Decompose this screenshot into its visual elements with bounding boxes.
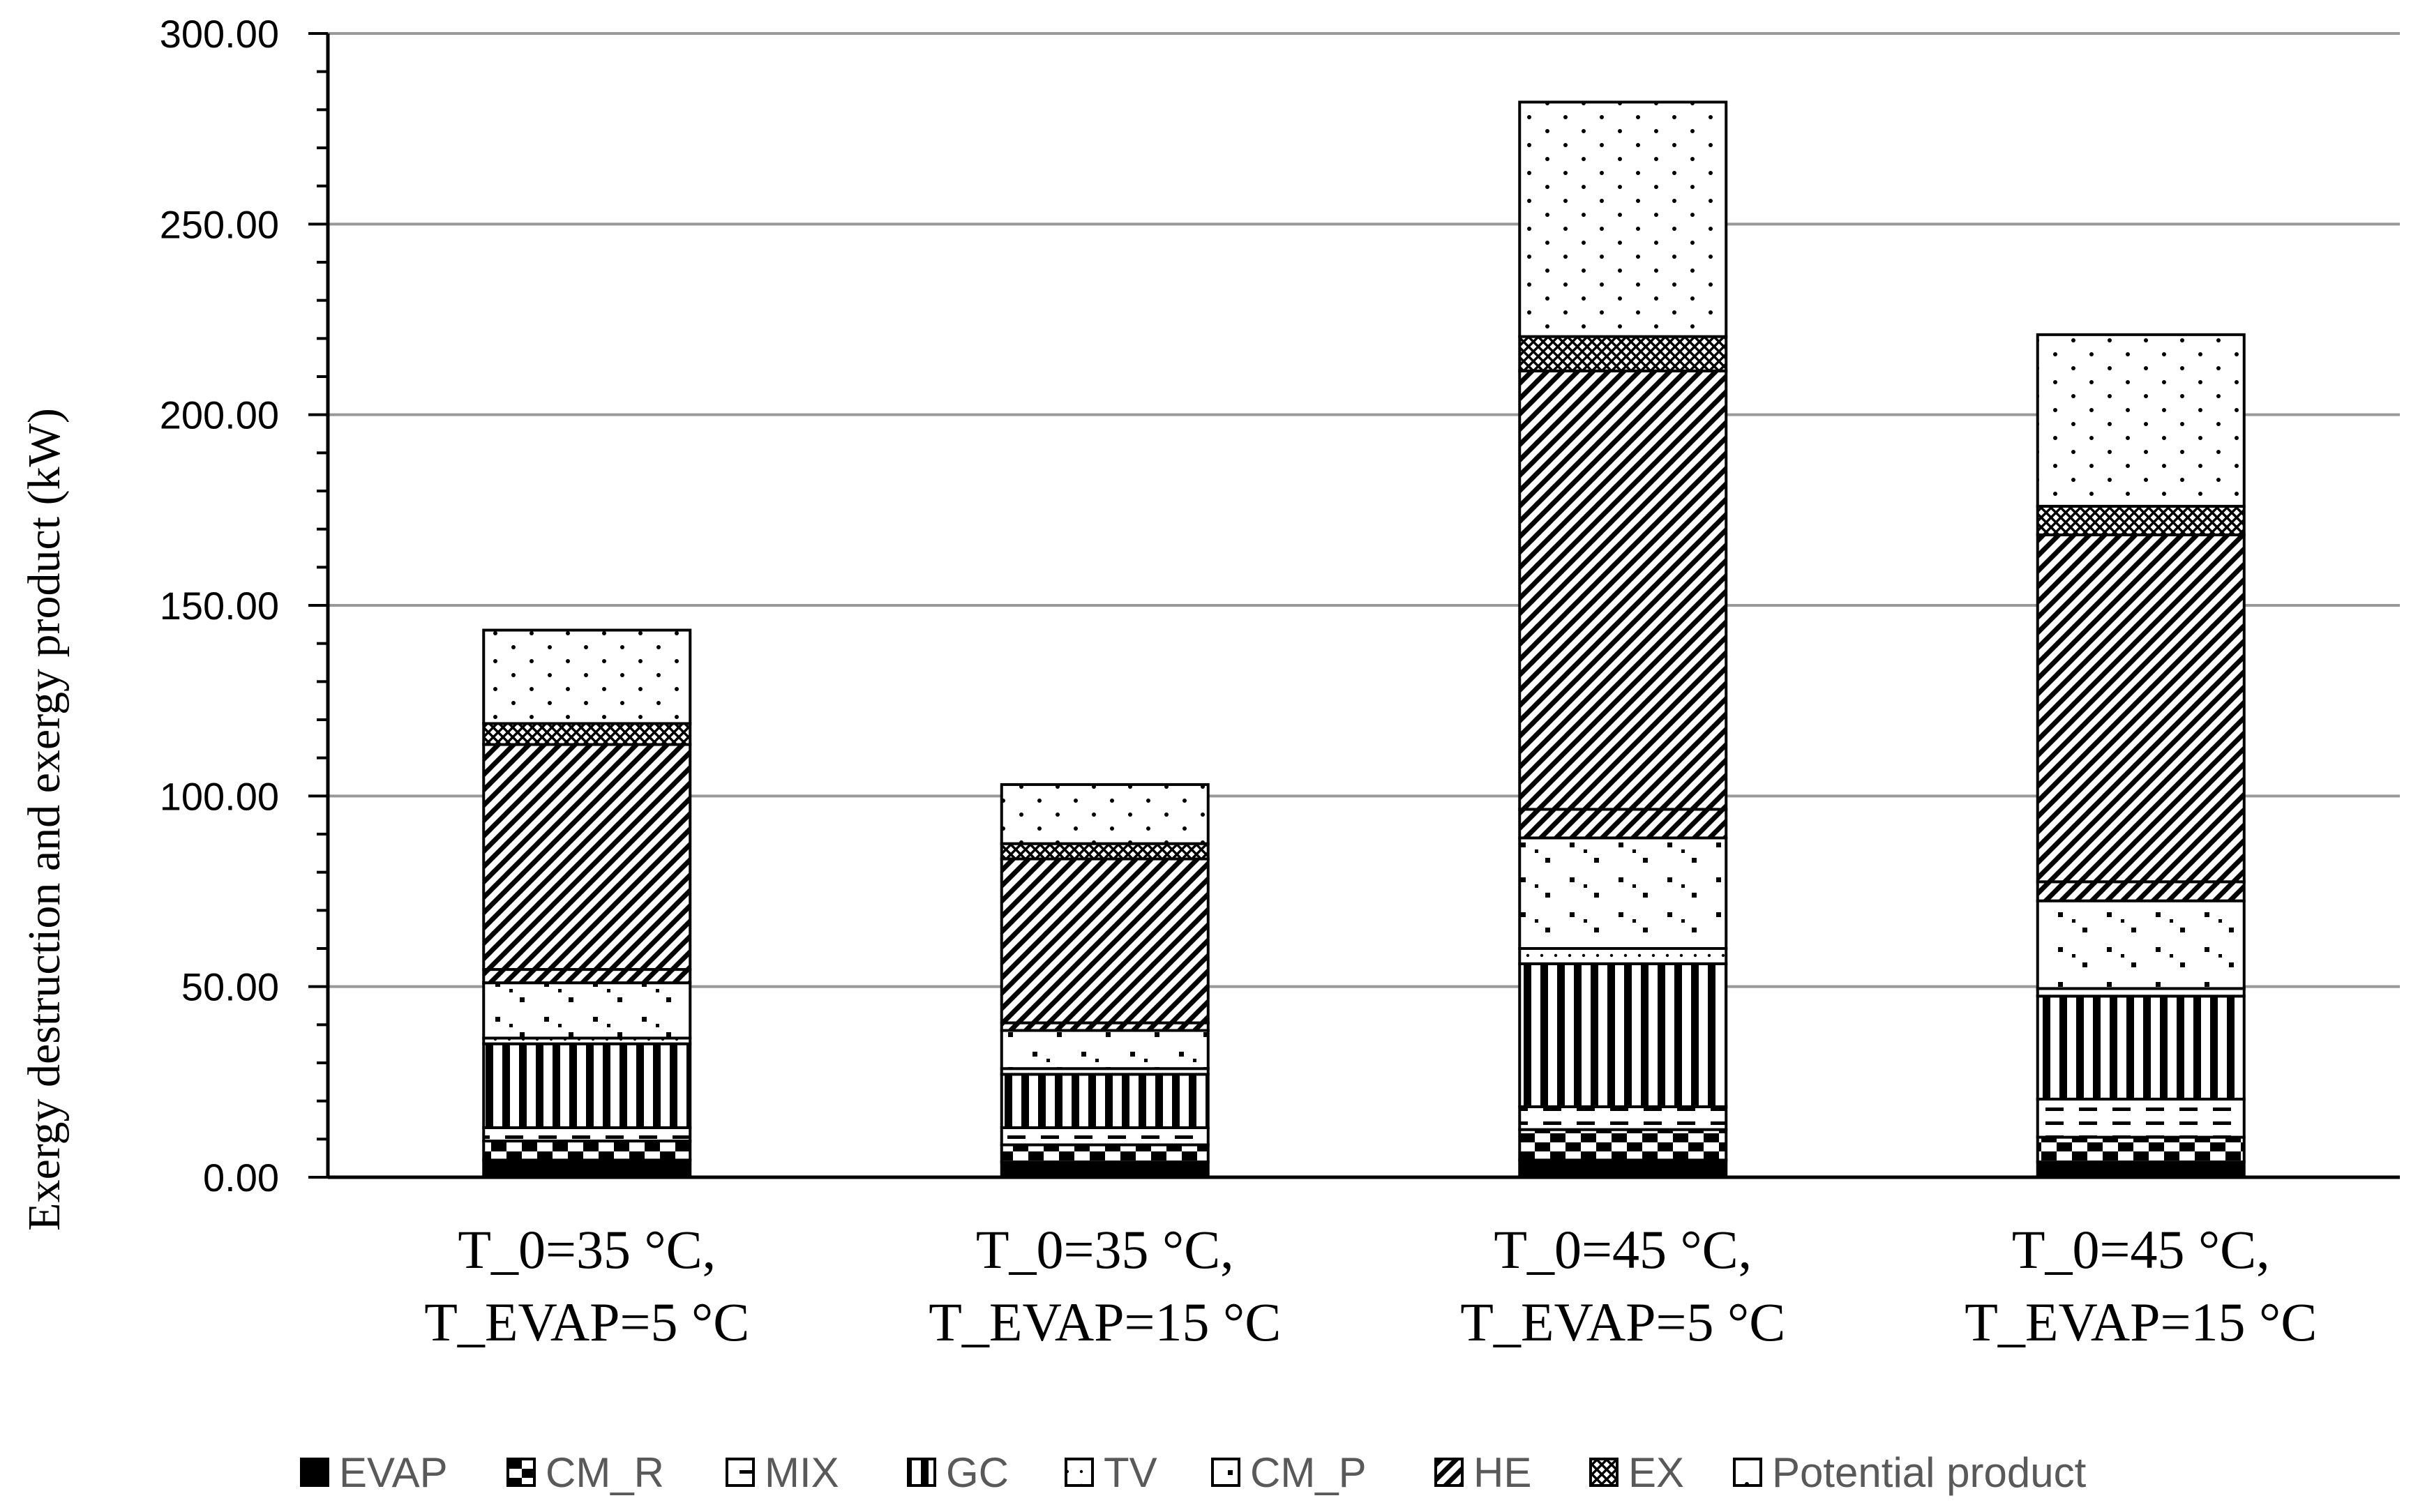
bar-segment-ex [482, 722, 692, 746]
bar-segment-evap [1518, 1158, 1728, 1179]
bars [482, 100, 2246, 1179]
bar-segment-cm-p [2036, 899, 2246, 990]
y-tick-label: 50.00 [181, 965, 279, 1009]
y-tick-label: 200.00 [160, 393, 279, 437]
y-tick-label: 300.00 [160, 12, 279, 56]
legend-label: Potential product [1772, 1449, 2087, 1496]
legend-label: TV [1104, 1449, 1157, 1496]
y-tick-label: 0.00 [203, 1156, 279, 1200]
legend-swatch [300, 1458, 329, 1487]
bar-segment-potential-product [482, 628, 692, 725]
legend-swatch [506, 1458, 536, 1487]
bar-segment-he [1518, 369, 1728, 811]
legend-label: HE [1473, 1449, 1531, 1496]
bar-segment-cm-r [2036, 1135, 2246, 1164]
bar-segment-gc [482, 1042, 692, 1129]
x-category-label: T_0=35 °C, [976, 1219, 1234, 1280]
bar-segment-ex [2036, 504, 2246, 536]
bar-segment-he [482, 968, 692, 985]
bar-segment-he [2036, 533, 2246, 884]
legend-label: EVAP [339, 1449, 448, 1496]
legend: EVAP CM_R MIX GC TV CM_P HE EX Potential product [300, 1449, 2087, 1496]
legend-label: EX [1628, 1449, 1684, 1496]
bar-segment-potential-product [1518, 100, 1728, 338]
bar-segment-tv [1518, 947, 1728, 965]
bar-segment-he [482, 743, 692, 972]
bar-segment-potential-product [2036, 333, 2246, 508]
y-tick-labels: 0.00 50.00 100.00 150.00 200.00 250.00 300.00 [160, 12, 279, 1200]
y-axis-label: Exergy destruction and exergy product (k… [19, 408, 70, 1231]
x-category-label: T_EVAP=15 °C [1965, 1292, 2317, 1352]
bar-segment-he [1000, 857, 1210, 1025]
legend-swatch [1589, 1458, 1619, 1487]
bar-segment-mix [1518, 1105, 1728, 1131]
y-tick-label: 250.00 [160, 202, 279, 246]
legend-swatch [907, 1458, 936, 1487]
bar-segment-gc [1000, 1073, 1210, 1129]
bar-segment-he [1518, 808, 1728, 840]
legend-label: GC [946, 1449, 1009, 1496]
bar-segment-cm-r [482, 1140, 692, 1162]
bar-segment-cm-p [1518, 836, 1728, 951]
y-tick-label: 100.00 [160, 774, 279, 818]
bar-segment-gc [1518, 962, 1728, 1108]
x-category-label: T_EVAP=5 °C [1460, 1292, 1785, 1352]
bar-segment-mix [1000, 1126, 1210, 1147]
bar-segment-ex [1518, 335, 1728, 372]
bar-segment-he [2036, 880, 2246, 902]
x-category-label: T_0=35 °C, [458, 1219, 716, 1280]
bar-segment-cm-r [1518, 1128, 1728, 1162]
legend-label: CM_P [1250, 1449, 1367, 1496]
legend-swatch [1434, 1458, 1464, 1487]
bar-segment-cm-r [1000, 1143, 1210, 1164]
axes [308, 32, 2400, 1179]
x-category-label: T_EVAP=15 °C [929, 1292, 1281, 1352]
legend-swatch [1733, 1458, 1762, 1487]
x-category-label: T_0=45 °C, [1494, 1219, 1752, 1280]
bar-segment-mix [482, 1126, 692, 1143]
bar-segment-evap [2036, 1161, 2246, 1179]
bar-segment-cm-p [1000, 1029, 1210, 1071]
bar-segment-evap [1000, 1161, 1210, 1179]
bar-segment-ex [1000, 842, 1210, 861]
legend-label: CM_R [546, 1449, 664, 1496]
y-tick-label: 150.00 [160, 584, 279, 628]
legend-swatch [726, 1458, 755, 1487]
category-labels: T_0=35 °C, T_EVAP=5 °C T_0=35 °C, T_EVAP=15… [424, 1219, 2317, 1352]
legend-swatch [1211, 1458, 1240, 1487]
bar-segment-mix [2036, 1097, 2246, 1139]
x-category-label: T_0=45 °C, [2012, 1219, 2270, 1280]
legend-label: MIX [765, 1449, 839, 1496]
bar-segment-evap [482, 1158, 692, 1179]
bar-segment-gc [2036, 995, 2246, 1101]
bar-segment-cm-p [482, 981, 692, 1040]
bar-segment-potential-product [1000, 783, 1210, 845]
x-category-label: T_EVAP=5 °C [424, 1292, 749, 1352]
legend-swatch [1065, 1458, 1094, 1487]
